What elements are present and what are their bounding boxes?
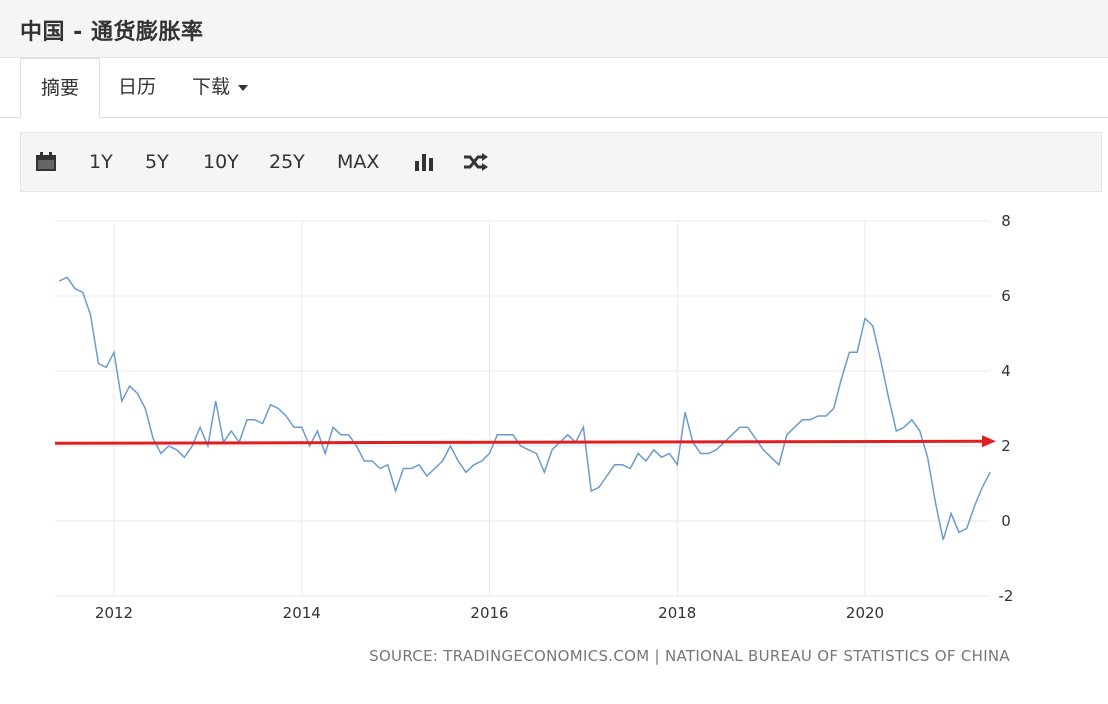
- tab-bar: 摘要 日历 下载: [0, 58, 1108, 118]
- tab-summary-label: 摘要: [41, 77, 80, 99]
- tab-summary[interactable]: 摘要: [20, 58, 101, 118]
- y-tick-label: 2: [1001, 437, 1011, 455]
- x-axis-labels: 2012 2014 2016 2018 2020: [95, 604, 884, 622]
- inflation-series-line: [58, 276, 991, 541]
- range-1y-button[interactable]: 1Y: [89, 151, 113, 173]
- range-5y-button[interactable]: 5Y: [145, 151, 169, 173]
- tab-download-label: 下载: [192, 76, 231, 98]
- shuffle-icon[interactable]: [463, 152, 489, 172]
- range-10y-button[interactable]: 10Y: [203, 151, 239, 173]
- title-bar: 中国 - 通货膨胀率: [0, 0, 1108, 58]
- y-tick-label: 8: [1001, 212, 1011, 230]
- reference-arrow-line: [54, 439, 985, 445]
- page-title: 中国 - 通货膨胀率: [20, 20, 204, 45]
- bar-chart-icon[interactable]: [413, 152, 435, 172]
- inflation-chart: 8 6 4 2 0 -2 2012 2014 2016 2018 2020: [54, 212, 1014, 622]
- reference-arrow: [54, 435, 996, 448]
- x-tick-label: 2018: [658, 604, 696, 622]
- range-max-button[interactable]: MAX: [337, 151, 380, 173]
- reference-arrow-head: [982, 435, 996, 448]
- x-tick-label: 2014: [283, 604, 321, 622]
- grid-lines: [55, 220, 990, 597]
- x-tick-label: 2016: [470, 604, 508, 622]
- caret-down-icon: [238, 84, 249, 91]
- x-tick-label: 2020: [846, 604, 884, 622]
- calendar-icon[interactable]: [35, 152, 57, 172]
- y-axis-labels: 8 6 4 2 0 -2: [999, 212, 1014, 605]
- source-note: SOURCE: TRADINGECONOMICS.COM | NATIONAL …: [369, 647, 1010, 665]
- tab-download[interactable]: 下载: [192, 58, 249, 118]
- tab-calendar-label: 日历: [118, 76, 157, 98]
- y-tick-label: 0: [1001, 512, 1011, 530]
- y-tick-label: -2: [999, 587, 1014, 605]
- y-tick-label: 6: [1001, 287, 1011, 305]
- range-25y-button[interactable]: 25Y: [269, 151, 305, 173]
- y-tick-label: 4: [1001, 362, 1011, 380]
- tab-calendar[interactable]: 日历: [118, 58, 156, 118]
- chart-toolbar: 1Y 5Y 10Y 25Y MAX: [20, 132, 1102, 192]
- x-tick-label: 2012: [95, 604, 133, 622]
